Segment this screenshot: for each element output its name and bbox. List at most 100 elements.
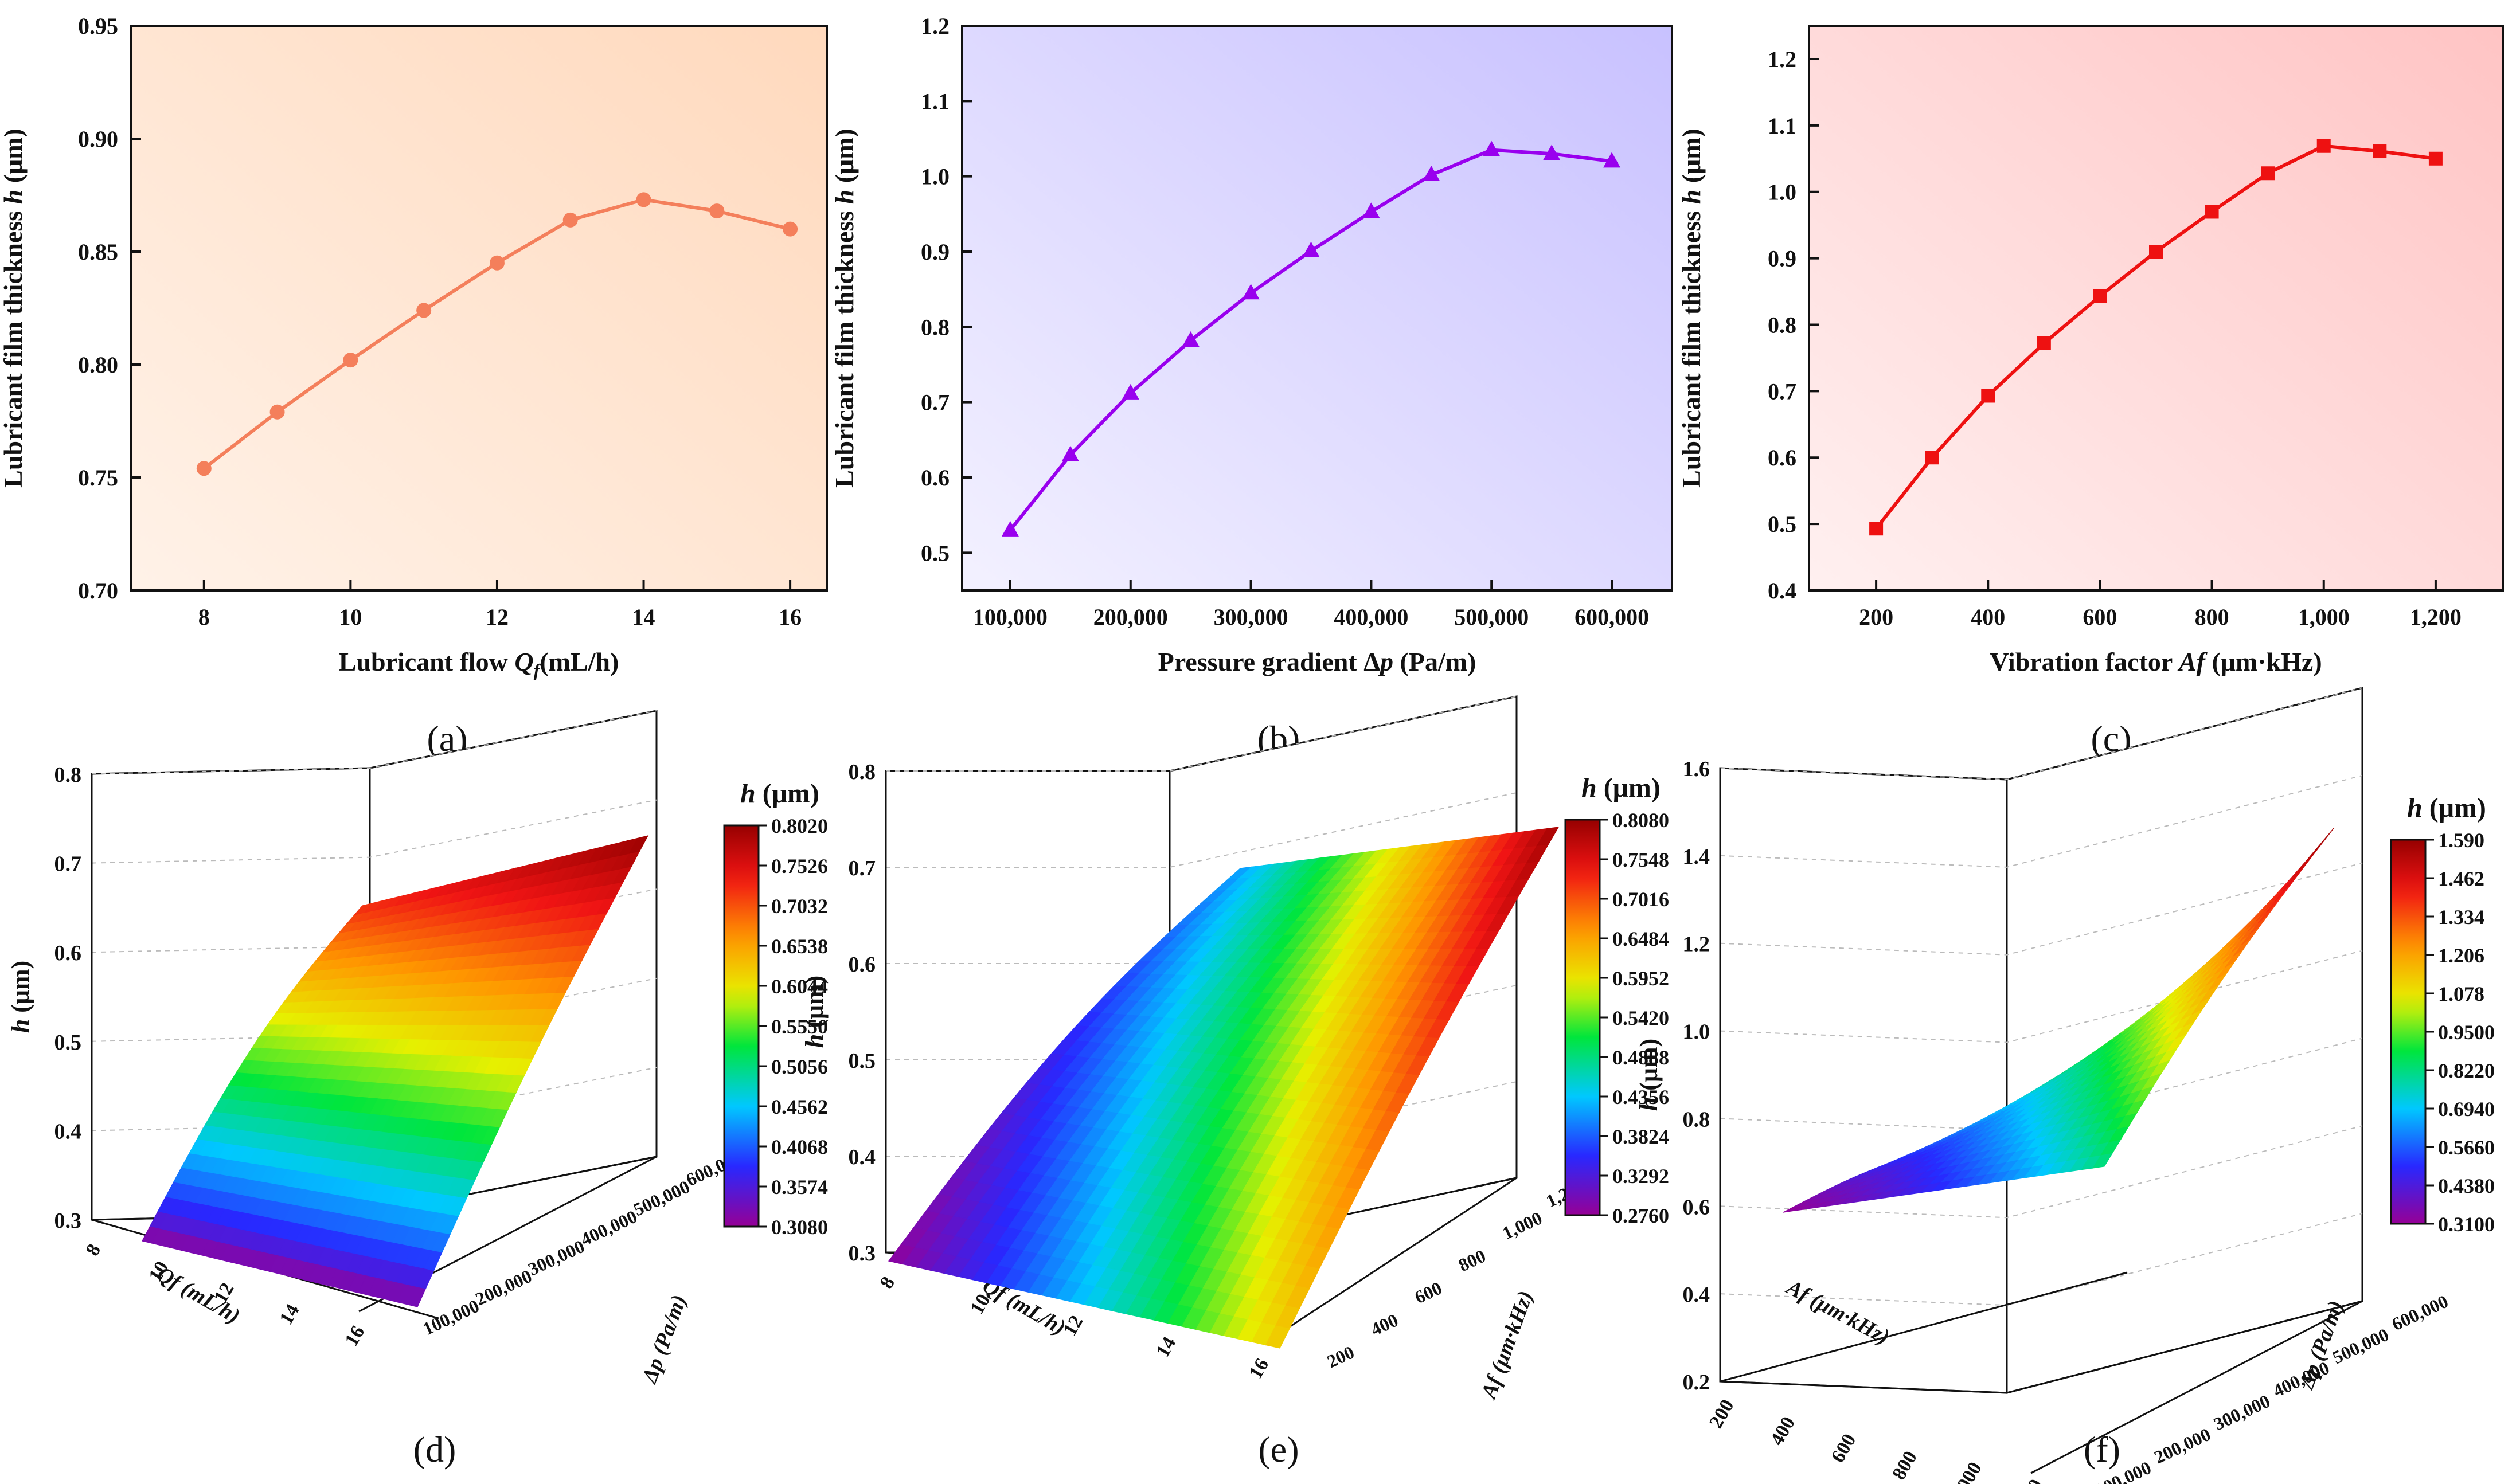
x2-axis [1263,1177,1517,1345]
data-point [343,353,358,368]
x-axis-title: Vibration factor Af (μm·kHz) [1990,647,2322,676]
surface [1783,828,2334,1213]
y-tick-label: 0.9 [1768,246,1796,272]
x1-tick-label: 16 [341,1322,369,1350]
x2-tick-label: 400 [1368,1309,1401,1340]
colorbar-title: h (μm) [2407,793,2486,823]
data-point [1869,522,1884,536]
x-tick-label: 10 [339,604,362,630]
y-tick-label: 1.2 [1768,46,1796,72]
z-tick-label: 1.4 [1683,845,1710,869]
x-tick-label: 1,200 [2410,604,2462,630]
y-tick-label: 0.8 [1768,312,1796,338]
y-tick-label: 0.90 [78,126,118,152]
y-tick-label: 0.6 [1768,445,1796,471]
x1-tick-label: 200 [1705,1396,1738,1432]
surface [888,827,1560,1349]
plot-area [130,25,828,592]
x1-tick-label: 8 [876,1273,900,1292]
y-tick-label: 1.2 [921,13,950,39]
colorbar-title: h (μm) [740,778,819,809]
panel-b-line-chart: 0.5 0.6 0.7 0.8 0.9 1.0 1.1 1.2 100,000 200,000 30… [830,13,1673,676]
x2-tick-label: 400,000 [577,1206,640,1250]
z-grid-line [1720,687,2363,781]
y-axis-title: Lubricant film thickness h (μm) [830,128,859,488]
data-point [196,461,212,476]
data-point [1981,389,1995,403]
z-grid-line [1720,1125,2363,1219]
x2-tick-label: 200,000 [472,1266,535,1310]
z-axis-title: h (μm) [800,976,829,1048]
data-point [562,212,578,228]
colorbar-tick-label: 0.5660 [2438,1136,2495,1159]
y-tick-label: 1.1 [921,88,950,114]
x-tick-label: 14 [632,604,655,630]
floor-edge [1720,1300,2363,1394]
x2-tick-label: 500,000 [630,1176,693,1220]
z-tick-label: 1.6 [1683,757,1710,781]
data-point [1001,520,1019,537]
back-wall-left [1719,767,2008,1394]
data-point [1122,383,1139,400]
x2-tick-label: 200,000 [2151,1424,2213,1468]
x-tick-label: 100,000 [973,604,1048,630]
x-tick-label: 1,000 [2298,604,2350,630]
data-point [2205,205,2219,219]
colorbar-tick-label: 0.7016 [1612,888,1669,911]
z-tick-label: 0.5 [849,1049,876,1073]
x2-tick-label: 600,000 [2389,1291,2451,1335]
colorbar-tick-label: 1.078 [2438,982,2484,1005]
colorbar-tick-label: 0.7526 [771,855,828,878]
x1-tick-label: 800 [1888,1447,1921,1483]
x-tick-label: 800 [2195,604,2229,630]
z-grid-line [886,985,1517,1060]
z-axis-title: h (μm) [6,961,34,1033]
data-point [2037,336,2051,350]
x1-tick-label: 1,200 [2007,1475,2047,1484]
colorbar-tick-label: 0.4380 [2438,1174,2495,1197]
colorbar-tick-label: 0.8080 [1612,809,1669,832]
x2-tick-label: 1,000 [1499,1207,1545,1243]
x-tick-label: 600,000 [1574,604,1649,630]
data-point [1362,202,1380,218]
data-point [1543,144,1561,160]
z-tick-label: 0.8 [1683,1107,1710,1131]
x1-axis [1720,1271,2128,1383]
x1-tick-label: 8 [82,1240,106,1259]
surface-cell [2315,828,2334,850]
y-tick-label: 0.5 [921,540,950,566]
x-axis-title: Lubricant flow Qf(mL/h) [339,647,619,680]
z-tick-label: 0.8 [54,763,82,787]
data-point [1242,284,1260,300]
colorbar-tick-label: 1.206 [2438,944,2484,967]
x-tick-label: 400,000 [1334,604,1408,630]
surface [142,835,649,1307]
x2-axis-title: Δp (Pa/m) [637,1292,691,1388]
colorbar-tick-label: 0.5550 [771,1015,828,1038]
colorbar-tick-label: 0.4562 [771,1095,828,1118]
z-tick-label: 0.6 [849,953,876,977]
x2-tick-label: 200 [1324,1341,1358,1372]
data-point [2093,289,2107,303]
z-tick-label: 0.6 [54,941,82,965]
x2-tick-label: 300,000 [2210,1391,2273,1435]
panel-a-line-chart: 0.70 0.75 0.80 0.85 0.90 0.95 8 10 12 14 16 Lubrica… [0,13,828,680]
colorbar-tick-label: 0.7032 [771,895,828,918]
colorbar-tick-label: 0.8220 [2438,1059,2495,1082]
y-tick-label: 0.75 [78,465,118,491]
colorbar-tick-label: 0.6538 [771,935,828,958]
panel-f-surface-chart: 0.2 0.4 0.6 0.8 1.0 1.2 1.4 1.6 h (μm) 200 400 600 8… [1635,687,2495,1484]
y-tick-label: 0.5 [1768,511,1796,537]
z-grid-line [91,710,657,774]
data-point [1925,451,1939,465]
colorbar-tick-label: 0.3824 [1612,1125,1669,1148]
x1-tick-label: 400 [1767,1413,1800,1449]
z-tick-label: 0.3 [849,1242,876,1266]
colorbar-tick-label: 0.6044 [771,975,828,998]
z-tick-label: 0.7 [54,852,82,876]
colorbar-tick-label: 0.4356 [1612,1086,1669,1109]
colorbar-tick-label: 0.7548 [1612,848,1669,871]
y-axis-title: Lubricant film thickness h (μm) [0,128,28,488]
x-tick-label: 8 [198,604,210,630]
